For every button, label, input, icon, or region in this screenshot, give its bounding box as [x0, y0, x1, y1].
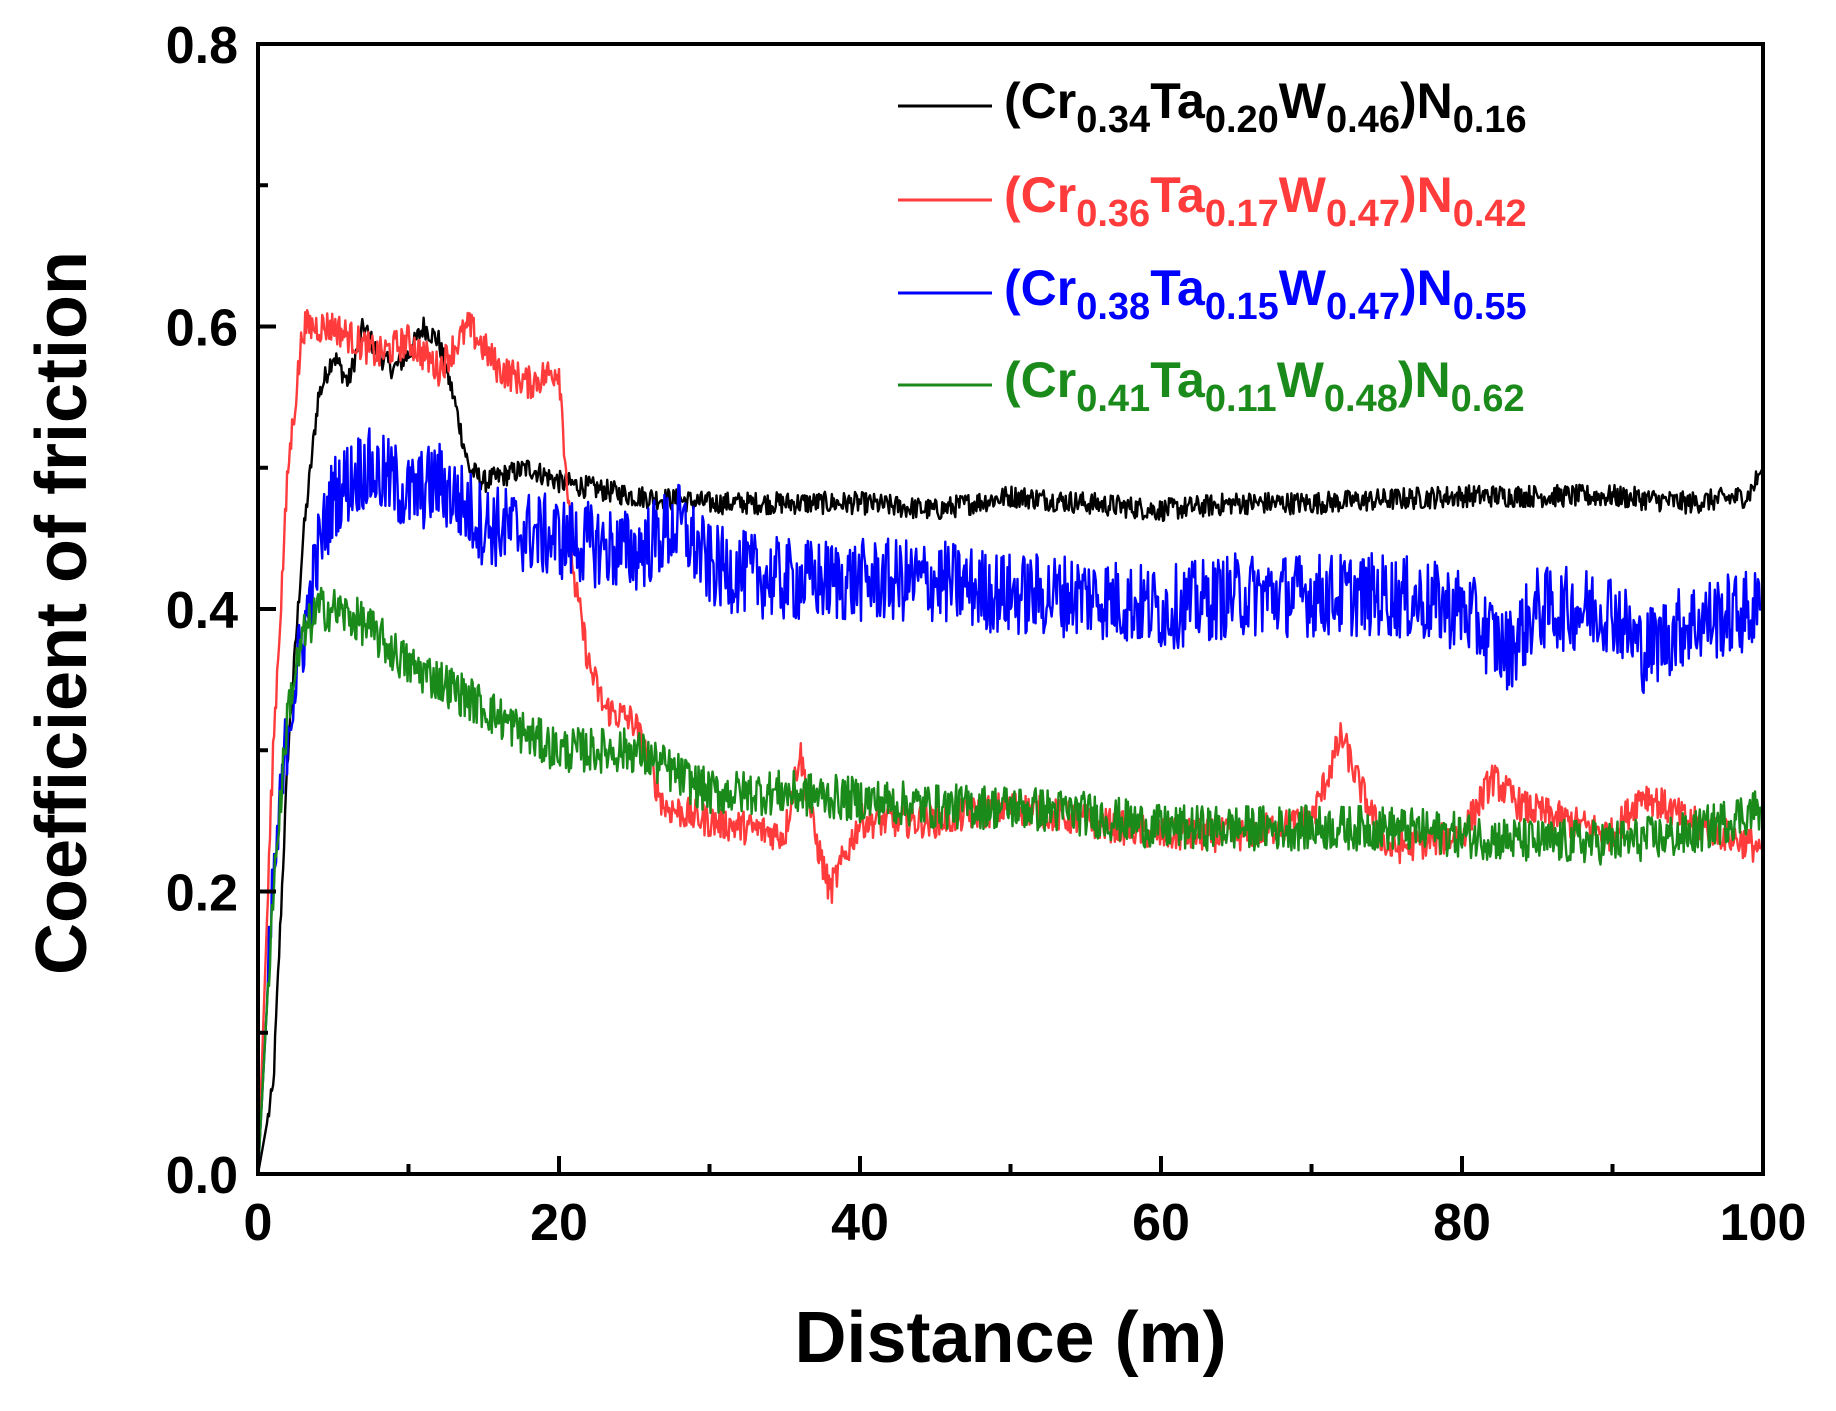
y-tick-label: 0.0: [166, 1147, 238, 1205]
legend: (Cr0.34Ta0.20W0.46)N0.16 (Cr0.36Ta0.17W0.…: [898, 73, 1527, 420]
tick-labels-layer: 0 20 40 60 80 100 0.0 0.2 0.4 0.6 0.8: [166, 17, 1807, 1252]
series-layer: [256, 309, 1765, 1175]
x-tick-label: 80: [1433, 1194, 1491, 1252]
x-tick-label: 0: [244, 1194, 273, 1252]
ticks-layer: [256, 42, 1765, 1176]
y-tick-label: 0.8: [166, 17, 238, 75]
x-tick-label: 20: [530, 1194, 588, 1252]
y-tick-label: 0.4: [166, 582, 238, 640]
x-tick-label: 60: [1132, 1194, 1190, 1252]
series-line-2: [256, 309, 1764, 1175]
legend-label: (Cr0.41Ta0.11W0.48)N0.62: [1004, 352, 1525, 420]
legend-label: (Cr0.34Ta0.20W0.46)N0.16: [1004, 73, 1527, 141]
legend-label: (Cr0.36Ta0.17W0.47)N0.42: [1004, 167, 1527, 235]
series-line-3: [256, 427, 1764, 1175]
series-line-4: [256, 586, 1764, 1175]
series-line-1: [256, 316, 1765, 1175]
x-tick-label: 40: [831, 1194, 889, 1252]
y-axis-title: Coefficient of friction: [22, 251, 102, 975]
legend-label: (Cr0.38Ta0.15W0.47)N0.55: [1004, 260, 1527, 328]
x-axis-title: Distance (m): [794, 1298, 1226, 1378]
x-tick-label: 100: [1720, 1194, 1807, 1252]
y-tick-label: 0.6: [166, 300, 238, 358]
y-tick-label: 0.2: [166, 865, 238, 923]
